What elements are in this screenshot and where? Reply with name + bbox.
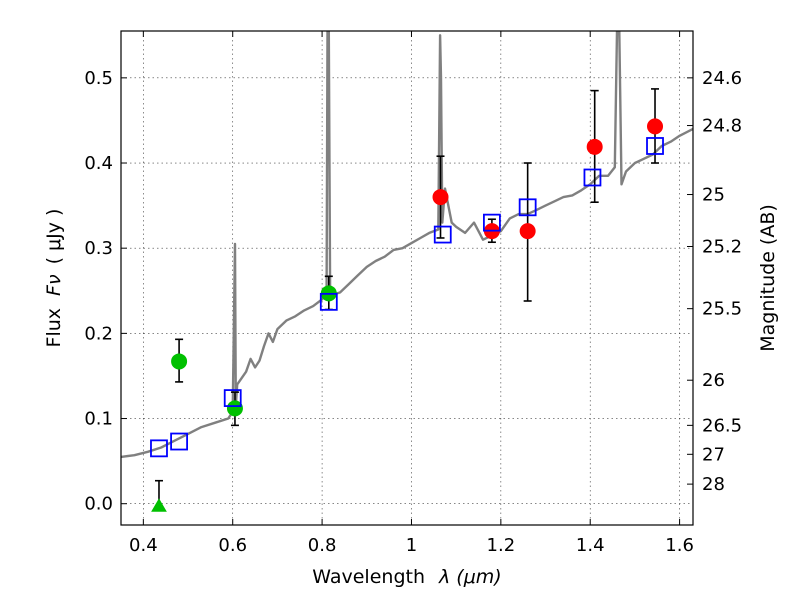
model-photometry-square	[433, 225, 452, 244]
y2-tick-label: 25	[702, 185, 725, 206]
upper-limit-triangle	[151, 498, 167, 512]
x-tick-label: 0.4	[129, 535, 158, 556]
y-tick-label: 0.0	[84, 494, 113, 515]
y2-axis-label: Magnitude (AB)	[757, 204, 779, 352]
x-tick-label: 1.2	[487, 535, 516, 556]
axis-ticks: 0.4 0.6 0.8 1 1.2 1.4 1.6 0.0 0.1 0.2 0.3 0.4 0.5 24.…	[84, 31, 742, 556]
grid	[121, 31, 693, 525]
model-photometry-square	[583, 168, 602, 187]
x-tick-label: 0.8	[308, 535, 337, 556]
y2-tick-label: 28	[702, 474, 725, 495]
x-tick-label: 0.6	[218, 535, 247, 556]
green-point	[226, 400, 243, 417]
y2-tick-label: 24.8	[702, 116, 742, 137]
model-photometry-square	[518, 198, 537, 217]
y2-tick-label: 27	[702, 444, 725, 465]
red-point	[586, 138, 603, 155]
y-tick-label: 0.2	[84, 323, 113, 344]
y2-tick-label: 26.5	[702, 415, 742, 436]
data-markers	[150, 118, 664, 512]
x-axis-label: Wavelength λ (μm)	[312, 566, 501, 588]
red-point	[519, 223, 536, 240]
y-tick-label: 0.1	[84, 409, 113, 430]
model-photometry-square	[646, 137, 664, 155]
x-tick-label: 1	[406, 535, 417, 556]
red-point	[647, 118, 664, 135]
model-photometry-square	[223, 389, 242, 407]
y2-tick-label: 24.6	[702, 68, 742, 89]
x-tick-label: 1.6	[665, 535, 694, 556]
y2-tick-label: 25.5	[702, 299, 742, 320]
x-tick-label: 1.4	[576, 535, 605, 556]
model-photometry-square	[483, 213, 501, 232]
y-tick-label: 0.5	[84, 68, 113, 89]
y2-tick-label: 26	[702, 370, 725, 391]
y-axis-label: FluxFν( μJy )	[43, 209, 65, 348]
model-photometry-square	[150, 439, 168, 458]
model-photometry-square	[319, 292, 338, 311]
y-tick-label: 0.4	[84, 153, 113, 174]
plot-frame	[120, 30, 694, 526]
y2-tick-label: 25.2	[702, 236, 742, 257]
green-point	[171, 353, 188, 370]
model-photometry-square	[170, 432, 188, 451]
red-point	[432, 189, 449, 206]
y-tick-label: 0.3	[84, 238, 113, 259]
